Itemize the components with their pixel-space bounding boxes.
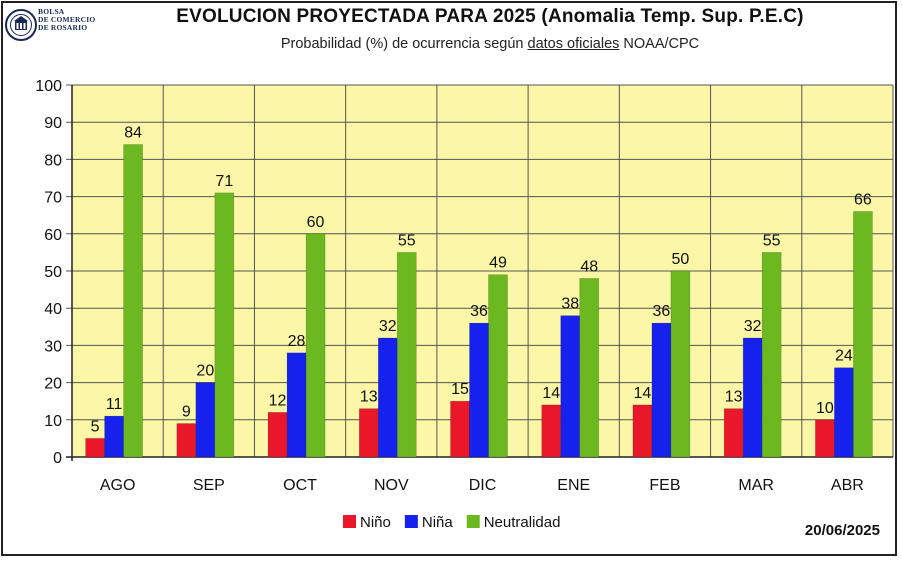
data-label: 36 — [653, 303, 671, 320]
bar — [542, 405, 561, 457]
y-tick-label: 100 — [35, 78, 62, 95]
bar — [652, 323, 671, 457]
bar — [177, 424, 196, 457]
bar — [268, 412, 287, 457]
data-label: 48 — [580, 258, 598, 275]
x-tick-label: OCT — [283, 477, 317, 494]
y-tick-label: 0 — [53, 450, 62, 467]
bar — [124, 145, 143, 457]
y-tick-label: 80 — [44, 152, 62, 169]
data-label: 55 — [398, 232, 416, 249]
legend-label: Niño — [360, 514, 391, 531]
x-tick-label: DIC — [469, 477, 497, 494]
legend-label: Neutralidad — [484, 514, 561, 531]
legend-label: Niña — [422, 514, 454, 531]
bar — [196, 383, 215, 457]
y-tick-label: 20 — [44, 376, 62, 393]
bar — [834, 368, 853, 457]
data-label: 5 — [91, 418, 100, 435]
data-label: 38 — [561, 296, 579, 313]
bar — [397, 252, 416, 457]
data-label: 84 — [124, 125, 142, 142]
x-tick-label: AGO — [100, 477, 136, 494]
legend-swatch — [343, 515, 356, 528]
bar — [215, 193, 234, 457]
bar — [451, 401, 470, 457]
bar — [359, 409, 378, 457]
y-tick-label: 30 — [44, 338, 62, 355]
data-label: 50 — [672, 251, 690, 268]
data-label: 12 — [269, 392, 287, 409]
y-tick-label: 60 — [44, 227, 62, 244]
bar — [378, 338, 397, 457]
bar — [105, 416, 124, 457]
data-label: 10 — [816, 400, 834, 417]
bar — [724, 409, 743, 457]
data-label: 60 — [307, 214, 325, 231]
legend-swatch — [405, 515, 418, 528]
data-label: 32 — [744, 318, 762, 335]
data-label: 20 — [196, 363, 214, 380]
bar — [633, 405, 652, 457]
data-label: 11 — [106, 396, 123, 413]
x-tick-label: ENE — [557, 477, 590, 494]
y-tick-label: 50 — [44, 264, 62, 281]
bar — [561, 316, 580, 457]
bar — [489, 275, 508, 457]
bar — [86, 438, 105, 457]
y-tick-label: 40 — [44, 301, 62, 318]
y-tick-label: 90 — [44, 115, 62, 132]
bar — [853, 211, 872, 457]
x-tick-label: SEP — [193, 477, 225, 494]
data-label: 49 — [489, 255, 507, 272]
data-label: 13 — [360, 389, 378, 406]
chart-date: 20/06/2025 — [805, 522, 880, 539]
bar — [580, 278, 599, 457]
data-label: 15 — [451, 381, 469, 398]
data-label: 66 — [854, 191, 872, 208]
bar — [470, 323, 489, 457]
data-label: 14 — [634, 385, 652, 402]
data-label: 28 — [288, 333, 306, 350]
bar — [743, 338, 762, 457]
bar-chart: 0 10 20 30 40 50 60 70 80 90 100 5 11 84 AGO 9 20 71 SEP 12… — [0, 0, 902, 561]
data-label: 71 — [215, 173, 233, 190]
bar — [815, 420, 834, 457]
x-tick-label: FEB — [649, 477, 680, 494]
bar — [762, 252, 781, 457]
data-label: 13 — [725, 389, 743, 406]
data-label: 9 — [182, 404, 191, 421]
y-tick-label: 70 — [44, 190, 62, 207]
y-tick-label: 10 — [44, 413, 62, 430]
bar — [287, 353, 306, 457]
x-tick-label: ABR — [831, 477, 864, 494]
bar — [306, 234, 325, 457]
data-label: 32 — [379, 318, 397, 335]
bar — [671, 271, 690, 457]
data-label: 14 — [542, 385, 560, 402]
x-tick-label: NOV — [374, 477, 409, 494]
x-tick-label: MAR — [738, 477, 774, 494]
legend-swatch — [467, 515, 480, 528]
data-label: 24 — [835, 348, 853, 365]
data-label: 55 — [763, 232, 781, 249]
data-label: 36 — [470, 303, 488, 320]
